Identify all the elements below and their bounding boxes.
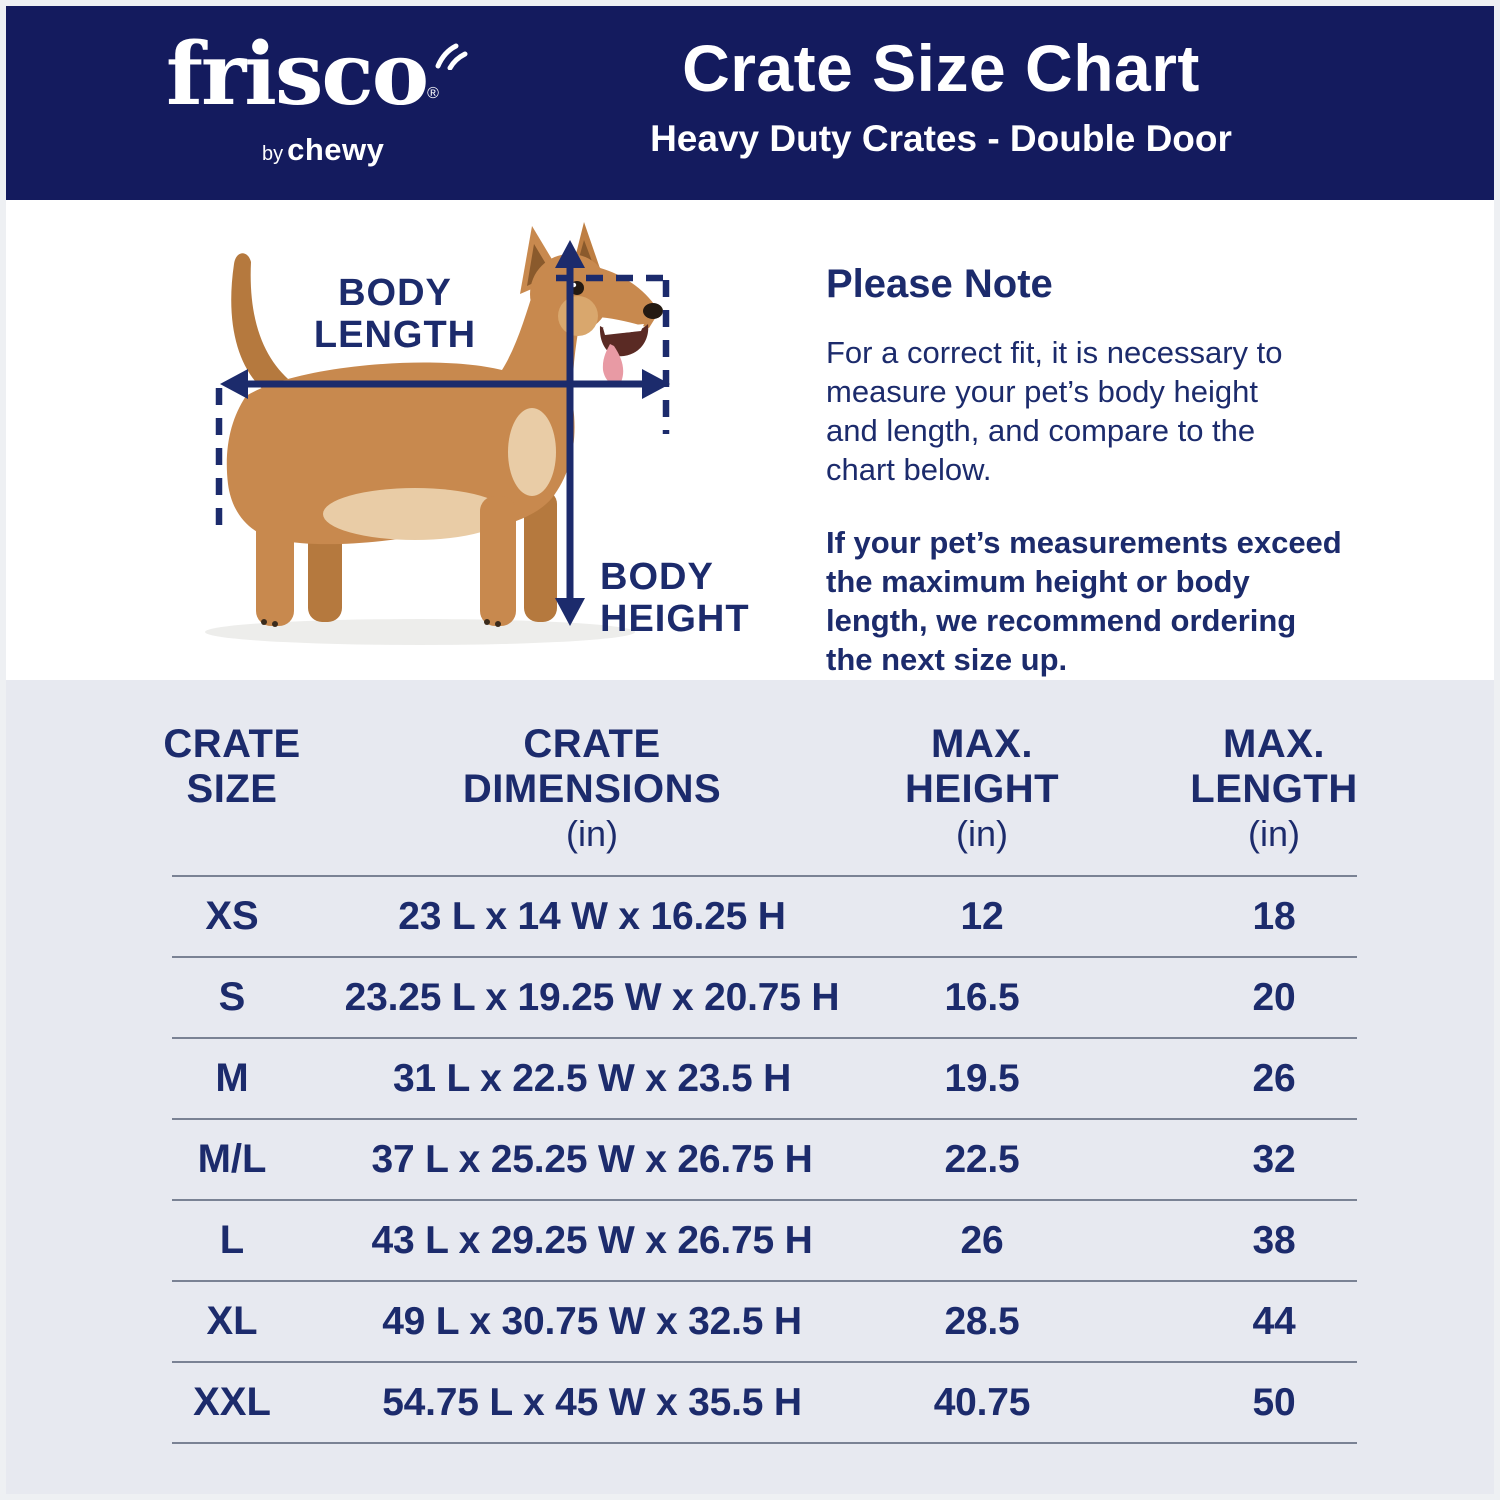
- max-length-value: 44: [1252, 1299, 1296, 1343]
- note-paragraph: For a correct fit, it is necessary to me…: [826, 335, 1283, 487]
- max-length-value: 32: [1252, 1137, 1296, 1181]
- crate-size-value: XL: [206, 1299, 258, 1343]
- chewy-wordmark: chewy: [287, 132, 385, 167]
- column-header-crate-dimensions: CRATE DIMENSIONS (in): [292, 680, 892, 875]
- column-title: MAX. HEIGHT: [904, 722, 1060, 811]
- ground-shadow: [205, 619, 635, 645]
- registered-trademark-symbol: ®: [427, 85, 439, 102]
- table-row-s: S 23.25 L x 19.25 W x 20.75 H 16.5 20: [172, 958, 1357, 1039]
- frisco-wordmark: frisco: [166, 24, 429, 125]
- crate-dimensions-value: 31 L x 22.5 W x 23.5 H: [392, 1056, 792, 1100]
- crate-dimensions-value: 49 L x 30.75 W x 32.5 H: [382, 1299, 802, 1343]
- crate-dimensions-value: 37 L x 25.25 W x 26.75 H: [371, 1137, 813, 1181]
- page-title: Crate Size Chart: [682, 31, 1200, 105]
- column-unit: (in): [1248, 813, 1300, 854]
- max-height-value: 40.75: [933, 1380, 1031, 1424]
- size-table: CRATE SIZE CRATE DIMENSIONS (in) MAX. HEI…: [163, 680, 1357, 1444]
- crate-size-value: M: [215, 1056, 249, 1100]
- table-row-l: L 43 L x 29.25 W x 26.75 H 26 38: [172, 1201, 1357, 1282]
- frisco-logo: frisco® by chewy: [166, 32, 468, 167]
- max-height-value: 26: [960, 1218, 1004, 1262]
- note-heading: Please Note: [826, 262, 1053, 306]
- table-row-xl: XL 49 L x 30.75 W x 32.5 H 28.5 44: [172, 1282, 1357, 1363]
- column-unit: (in): [956, 813, 1008, 854]
- crate-size-value: XS: [205, 894, 259, 938]
- note-paragraph-bold: If your pet’s measurements exceed the ma…: [826, 525, 1342, 677]
- crate-size-value: S: [218, 975, 246, 1019]
- max-length-value: 20: [1252, 975, 1296, 1019]
- crate-dimensions-value: 23 L x 14 W x 16.25 H: [398, 894, 786, 938]
- max-length-value: 26: [1252, 1056, 1296, 1100]
- max-height-value: 19.5: [944, 1056, 1020, 1100]
- max-height-value: 28.5: [944, 1299, 1020, 1343]
- column-header-crate-size: CRATE SIZE: [163, 680, 300, 875]
- table-row-xs: XS 23 L x 14 W x 16.25 H 12 18: [172, 877, 1357, 958]
- column-header-max-height: MAX. HEIGHT (in): [884, 680, 1080, 875]
- column-title: CRATE SIZE: [163, 722, 301, 811]
- crate-size-value: M/L: [197, 1137, 267, 1181]
- max-length-value: 18: [1252, 894, 1296, 938]
- table-row-xxl: XXL 54.75 L x 45 W x 35.5 H 40.75 50: [172, 1363, 1357, 1444]
- table-row-ml: M/L 37 L x 25.25 W x 26.75 H 22.5 32: [172, 1120, 1357, 1201]
- body-length-label: BODY LENGTH: [313, 272, 477, 356]
- max-height-value: 12: [960, 894, 1004, 938]
- max-height-value: 22.5: [944, 1137, 1020, 1181]
- page-subtitle: Heavy Duty Crates - Double Door: [650, 118, 1232, 159]
- by-label: by: [262, 143, 284, 165]
- max-length-value: 50: [1252, 1380, 1296, 1424]
- body-height-label: BODY HEIGHT: [600, 556, 750, 640]
- table-row-m: M 31 L x 22.5 W x 23.5 H 19.5 26: [172, 1039, 1357, 1120]
- column-header-max-length: MAX. LENGTH (in): [1174, 680, 1374, 875]
- swoosh-icon: [434, 40, 468, 75]
- dog-illustration: [205, 222, 670, 645]
- header-banner: frisco® by chewy Crate Size Chart Heavy D…: [6, 6, 1494, 200]
- measuring-guide-section: BODY LENGTH BODY HEIGHT Please Note For …: [6, 200, 1494, 680]
- crate-dimensions-value: 23.25 L x 19.25 W x 20.75 H: [344, 975, 840, 1019]
- by-chewy-tagline: by chewy: [262, 132, 384, 168]
- table-header-row: CRATE SIZE CRATE DIMENSIONS (in) MAX. HEI…: [163, 680, 1357, 877]
- dog-measurement-diagram: BODY LENGTH BODY HEIGHT: [180, 200, 820, 680]
- column-unit: (in): [565, 813, 618, 854]
- crate-size-value: XXL: [193, 1380, 271, 1424]
- crate-size-value: L: [219, 1218, 245, 1262]
- size-table-section: CRATE SIZE CRATE DIMENSIONS (in) MAX. HEI…: [6, 680, 1494, 1494]
- body-height-arrow: [555, 240, 585, 626]
- max-length-value: 38: [1252, 1218, 1296, 1262]
- dashed-guide-lines: [215, 274, 670, 532]
- title-block: Crate Size Chart Heavy Duty Crates - Dou…: [616, 30, 1266, 160]
- please-note-panel: Please Note For a correct fit, it is nec…: [826, 262, 1366, 679]
- crate-dimensions-value: 54.75 L x 45 W x 35.5 H: [382, 1380, 802, 1424]
- column-title: MAX. LENGTH: [1190, 722, 1358, 811]
- body-length-arrow: [220, 369, 670, 399]
- max-height-value: 16.5: [944, 975, 1020, 1019]
- column-title: CRATE DIMENSIONS: [462, 722, 722, 811]
- crate-dimensions-value: 43 L x 29.25 W x 26.75 H: [371, 1218, 813, 1262]
